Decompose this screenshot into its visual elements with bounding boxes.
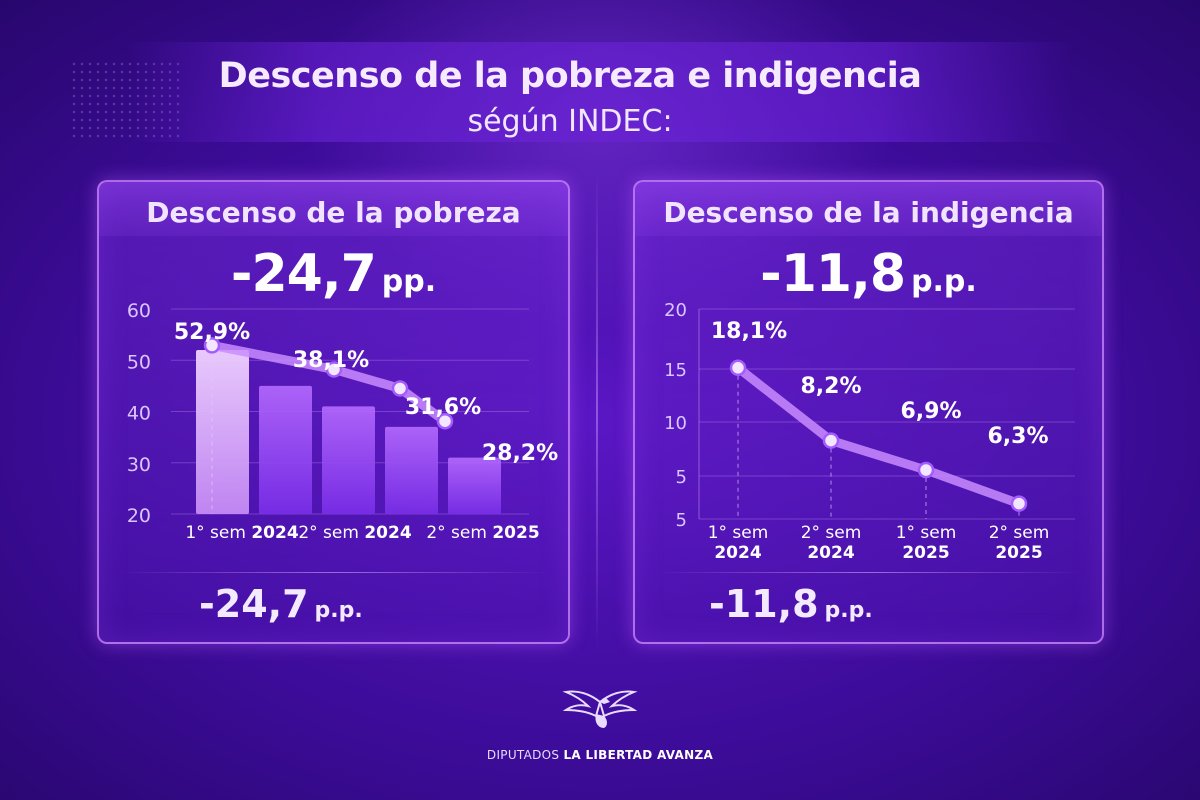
x-tick-label-line1: 2° sem <box>989 523 1050 543</box>
x-tick-label-line2: 2024 <box>807 543 854 563</box>
footer-unit: p.p. <box>314 598 363 623</box>
panel-separator <box>655 572 1082 573</box>
brand-footer: DIPUTADOS LA LIBERTAD AVANZA <box>0 748 1200 762</box>
trend-point <box>325 361 343 378</box>
y-tick-label: 5 <box>676 510 687 531</box>
x-tick-label-line1: 1° sem <box>708 523 769 543</box>
panel-pobreza: Descenso de la pobreza -24,7 pp. 60 50 40 30… <box>97 180 570 644</box>
headline-unit: pp. <box>381 264 437 299</box>
headline-value: -24,7 <box>230 244 377 304</box>
panel-title-pobreza: Descenso de la pobreza <box>146 196 521 229</box>
y-tick-label: 15 <box>664 360 687 381</box>
title-band <box>130 42 1070 142</box>
trend-point <box>203 337 221 354</box>
footer-unit: p.p. <box>824 598 873 623</box>
x-tick-label-line2: 2025 <box>995 543 1042 563</box>
x-tick-prefix: 2° sem <box>298 523 364 543</box>
headline-pobreza: -24,7 pp. <box>99 244 568 304</box>
panel-divider <box>596 170 598 650</box>
brand-prefix: DIPUTADOS <box>486 748 564 762</box>
headline-indigencia: -11,8 p.p. <box>635 244 1102 304</box>
data-label: 18,1% <box>711 319 787 344</box>
x-tick-year: 2025 <box>492 523 539 543</box>
data-label: 31,6% <box>405 395 481 420</box>
trend-point <box>822 432 840 449</box>
footer-value: -24,7 <box>199 582 309 626</box>
x-tick-label: 2° sem 2024 <box>298 523 411 543</box>
y-tick-label: 20 <box>664 300 687 321</box>
data-label: 52,9% <box>174 320 250 345</box>
bar <box>385 426 438 514</box>
data-label: 6,3% <box>987 424 1048 449</box>
trend-point <box>917 461 935 479</box>
x-tick-year: 2024 <box>364 523 411 543</box>
chart-pobreza: 60 50 40 30 20 52,9% 38,1% 31,6%28,2% 1° sem 202… <box>127 300 558 543</box>
y-tick-label: 50 <box>127 351 151 373</box>
bar <box>196 350 249 514</box>
headline-value: -11,8 <box>760 244 906 304</box>
trend-point <box>436 412 454 430</box>
data-label: 28,2% <box>482 441 558 466</box>
footer-value: -11,8 <box>709 582 819 626</box>
x-tick-label-line2: 2025 <box>902 543 949 563</box>
x-tick-label: 2° sem 2025 <box>426 523 539 543</box>
y-tick-label: 20 <box>127 505 151 527</box>
panel-header <box>635 182 1102 236</box>
page-title: Descenso de la pobreza e indigencia <box>218 56 922 96</box>
y-tick-label: 60 <box>127 300 151 322</box>
eagle-logo-icon <box>562 690 638 728</box>
bar <box>322 406 375 514</box>
trend-point <box>729 359 747 377</box>
x-tick-year: 2024 <box>251 523 298 543</box>
headline-unit: p.p. <box>911 264 977 299</box>
y-tick-label: 40 <box>127 403 151 425</box>
x-tick-label-line1: 1° sem <box>896 523 957 543</box>
x-tick-label: 1° sem 2024 <box>185 523 298 543</box>
x-tick-prefix: 1° sem <box>185 523 251 543</box>
y-tick-label: 5 <box>676 467 687 488</box>
panel-indigencia: Descenso de la indigencia -11,8 p.p. 20 15… <box>633 180 1104 644</box>
y-tick-label: 30 <box>127 454 151 476</box>
x-tick-prefix: 2° sem <box>426 523 492 543</box>
data-label: 8,2% <box>800 374 861 399</box>
page-subtitle: ségún INDEC: <box>467 104 673 139</box>
x-tick-label-line1: 2° sem <box>801 523 862 543</box>
panel-title-indigencia: Descenso de la indigencia <box>663 196 1074 229</box>
panel-header <box>99 182 568 236</box>
trend-point <box>391 380 409 397</box>
bar <box>259 385 312 514</box>
y-tick-label: 10 <box>664 413 687 434</box>
footer-pobreza: -24,7 p.p. <box>199 582 363 626</box>
footer-indigencia: -11,8 p.p. <box>709 582 873 626</box>
trend-line <box>733 363 1024 509</box>
x-tick-label-line2: 2024 <box>714 543 761 563</box>
data-label: 6,9% <box>900 399 961 424</box>
data-label: 38,1% <box>293 348 369 373</box>
panel-separator <box>119 572 548 573</box>
bar <box>448 457 501 514</box>
trend-line <box>207 340 450 426</box>
brand-name: LA LIBERTAD AVANZA <box>563 748 714 762</box>
trend-point <box>1010 495 1028 512</box>
